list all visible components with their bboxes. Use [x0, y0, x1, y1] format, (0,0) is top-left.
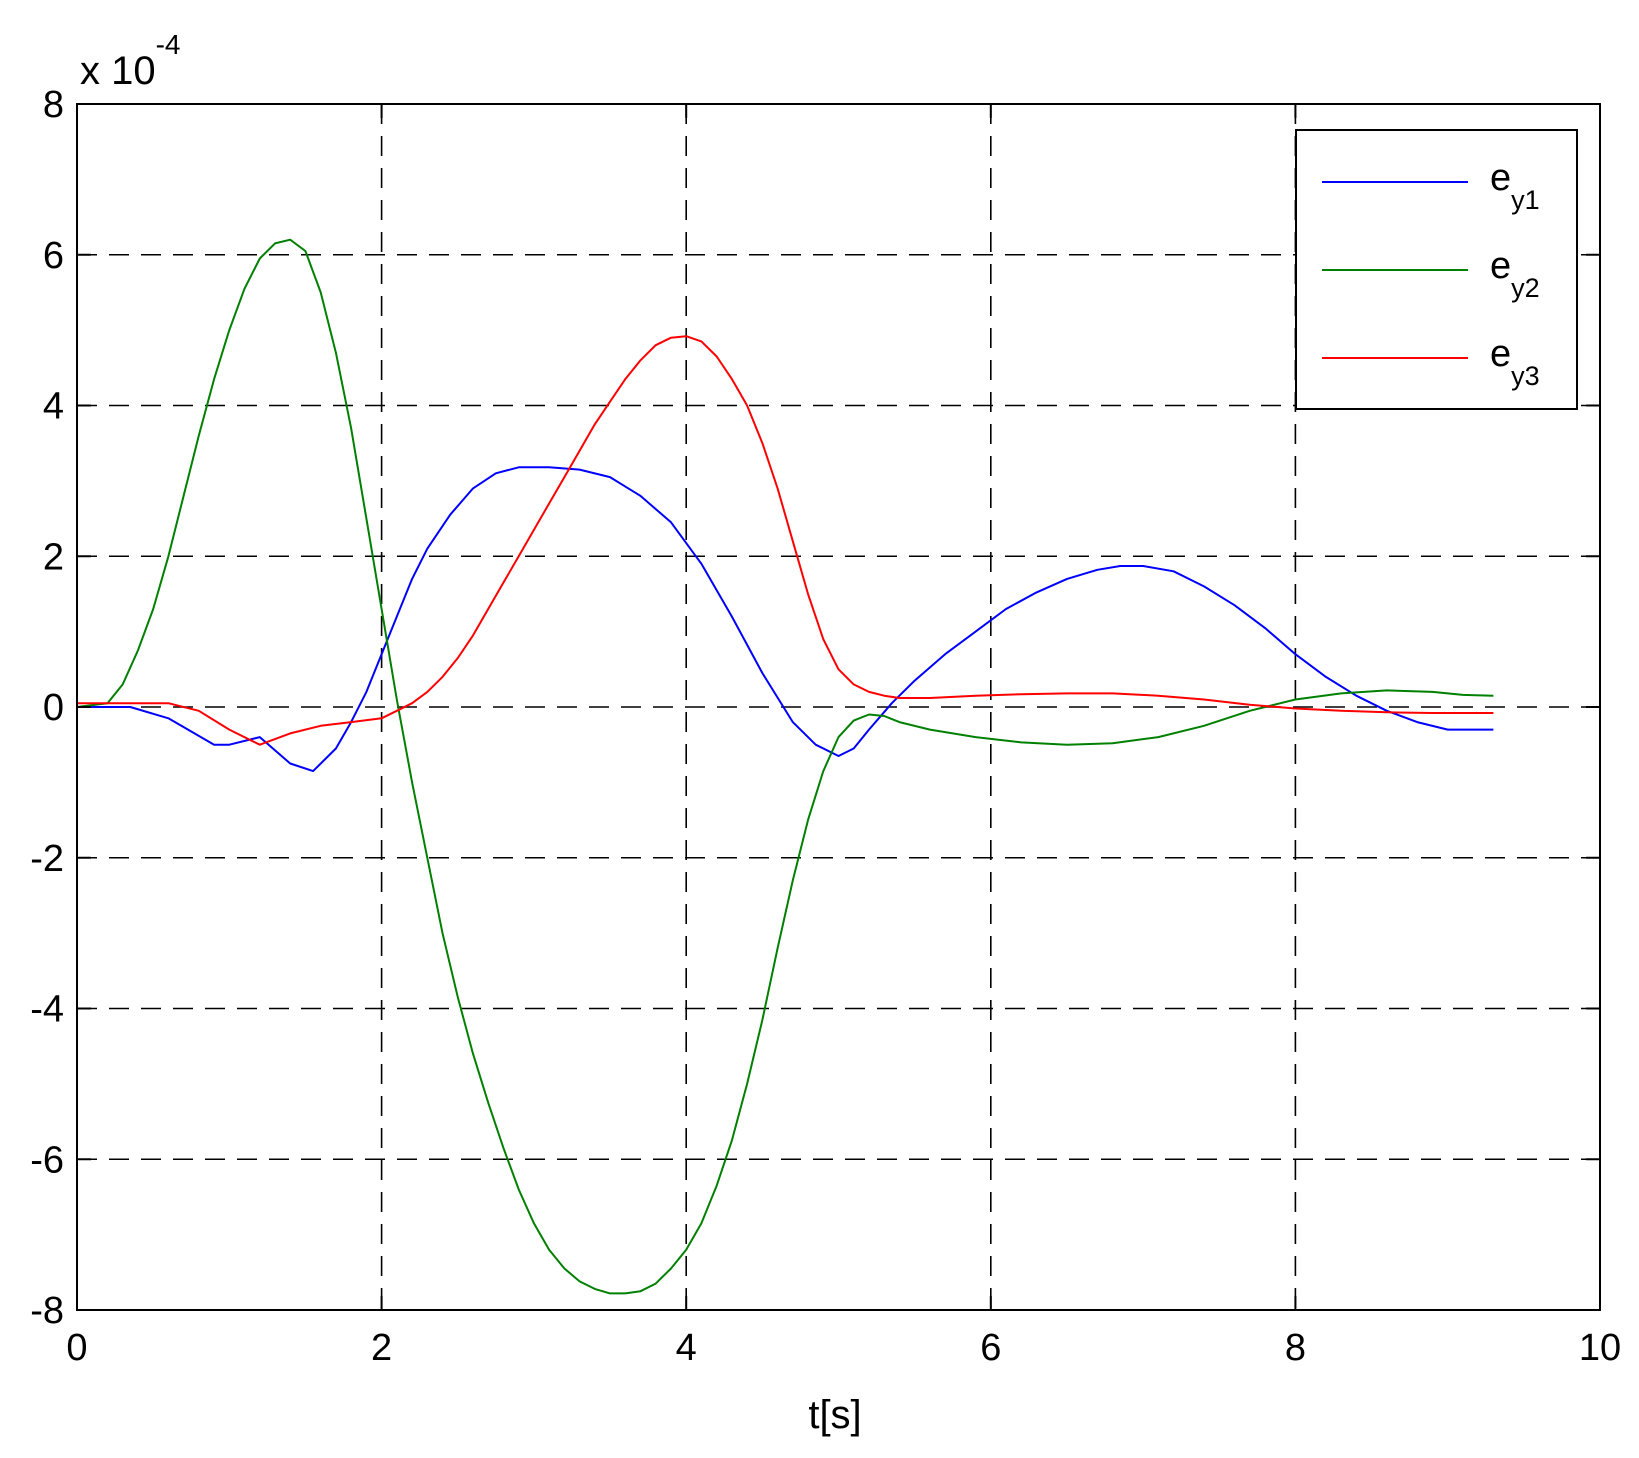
- y-tick-label: 8: [43, 84, 64, 126]
- legend-label-y1: ey1: [1490, 157, 1540, 215]
- x-tick-label: 6: [980, 1327, 1001, 1369]
- x-axis-label: t[s]: [808, 1393, 861, 1437]
- y-tick-label: -2: [30, 838, 64, 880]
- y-axis-multiplier: x 10-4: [80, 29, 181, 93]
- x-tick-label: 2: [371, 1327, 392, 1369]
- series-line-y3: [77, 335, 1494, 746]
- y-tick-label: 2: [43, 536, 64, 578]
- x-tick-label: 10: [1579, 1327, 1621, 1369]
- legend-label-y2: ey2: [1490, 245, 1540, 303]
- x-tick-label: 4: [676, 1327, 697, 1369]
- series-layer: [76, 238, 1494, 1295]
- x-tick-label: 0: [66, 1327, 87, 1369]
- y-tick-label: 6: [43, 235, 64, 277]
- series-line-y2: [76, 238, 1494, 1295]
- y-tick-label: -4: [30, 989, 64, 1031]
- x-tick-label: 8: [1285, 1327, 1306, 1369]
- axis-ticks: [76, 103, 1601, 1311]
- y-tick-label: 0: [43, 687, 64, 729]
- y-tick-label: -8: [30, 1290, 64, 1332]
- tick-labels: 0 2 4 6 8 10 -8 -6 -4 -2 0 2 4 6 8: [30, 84, 1621, 1369]
- y-axis-multiplier-exponent: -4: [156, 29, 181, 60]
- legend: ey1 ey2 ey3: [1295, 129, 1578, 410]
- legend-label-y3: ey3: [1490, 333, 1540, 391]
- y-tick-label: 4: [43, 386, 64, 428]
- y-tick-label: -6: [30, 1139, 64, 1181]
- series-line-y1: [77, 466, 1494, 773]
- y-axis-multiplier-base: x 10: [80, 49, 156, 93]
